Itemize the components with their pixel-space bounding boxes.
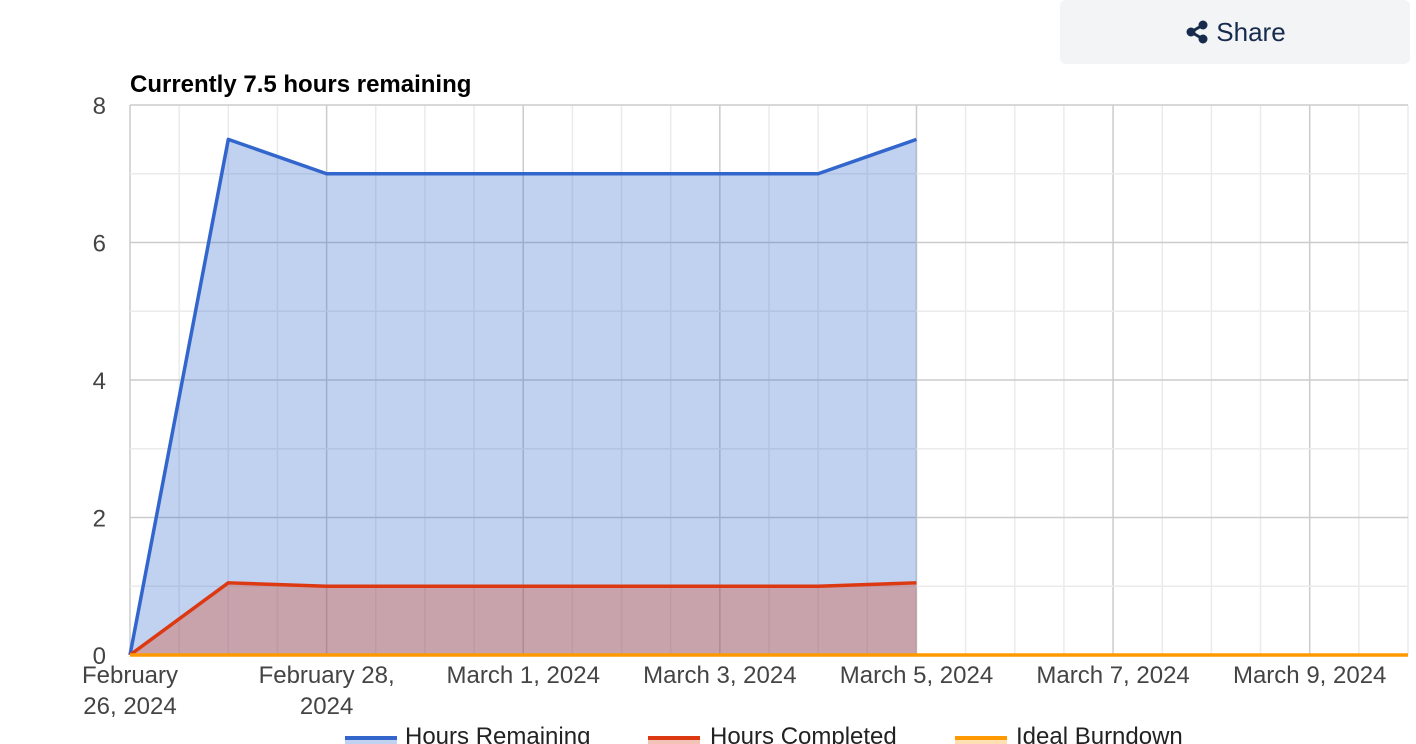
- legend-label: Hours Completed: [710, 723, 897, 744]
- share-button[interactable]: Share: [1060, 0, 1410, 64]
- share-button-label: Share: [1216, 16, 1286, 47]
- x-tick-label: March 1, 2024: [447, 662, 600, 689]
- x-tick-label: 26, 2024: [83, 693, 176, 720]
- x-tick-label: March 3, 2024: [643, 662, 796, 689]
- share-icon: [1184, 19, 1210, 45]
- legend-swatch-fill: [345, 740, 397, 744]
- y-tick-label: 4: [93, 368, 106, 395]
- series-area-1: [130, 582, 917, 655]
- series-line-1: [128, 581, 917, 657]
- y-tick-label: 2: [93, 506, 106, 533]
- y-tick-label: 8: [93, 93, 106, 120]
- series-line-0: [128, 137, 918, 656]
- x-tick-label: February 28,: [259, 662, 395, 689]
- x-tick-label: 2024: [300, 693, 353, 720]
- x-tick-label: March 5, 2024: [840, 662, 993, 689]
- legend-label: Ideal Burndown: [1016, 723, 1183, 744]
- legend-label: Hours Remaining: [405, 723, 590, 744]
- chart-title: Currently 7.5 hours remaining: [130, 71, 471, 98]
- series-area-0: [130, 139, 917, 655]
- y-tick-label: 0: [93, 643, 106, 670]
- x-tick-label: March 9, 2024: [1233, 662, 1386, 689]
- y-tick-label: 6: [93, 231, 106, 258]
- x-tick-label: March 7, 2024: [1036, 662, 1189, 689]
- x-tick-label: February: [82, 662, 178, 689]
- legend-swatch-fill: [955, 740, 1007, 744]
- legend-swatch-fill: [648, 740, 700, 744]
